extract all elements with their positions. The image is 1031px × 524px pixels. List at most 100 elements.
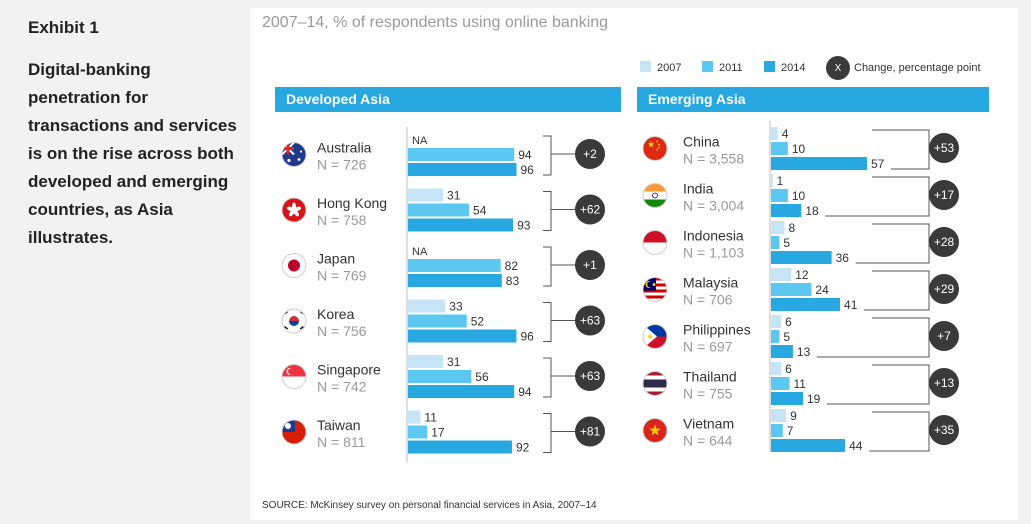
value-label-2014-hong-kong: 93 [517, 219, 531, 233]
india-flag-icon-ring [642, 183, 668, 208]
change-bracket-thailand [827, 364, 930, 405]
na-label-australia: NA [412, 135, 428, 147]
value-label-2007-korea: 33 [449, 300, 463, 314]
bar-2011-australia [408, 148, 515, 161]
bar-2014-thailand [771, 392, 803, 405]
value-label-2011-taiwan: 17 [431, 426, 445, 440]
change-bracket-singapore [543, 357, 552, 398]
source-note: SOURCE: McKinsey survey on personal fina… [262, 500, 597, 511]
value-label-2011-japan: 82 [505, 259, 519, 273]
country-label-japan: Japan [317, 251, 355, 267]
legend-swatch-2011 [702, 61, 713, 72]
value-label-2007-philippines: 6 [785, 315, 792, 329]
value-label-2007-singapore: 31 [447, 355, 461, 369]
sample-size-india: N = 3,004 [683, 198, 744, 214]
thailand-flag-icon [643, 371, 667, 396]
country-label-hong-kong: Hong Kong [317, 195, 387, 211]
value-label-2014-philippines: 13 [797, 345, 811, 359]
sample-size-japan: N = 769 [317, 268, 367, 284]
change-value-philippines: +7 [937, 329, 951, 343]
change-circle-australia [575, 139, 605, 169]
value-label-2011-australia: 94 [518, 148, 532, 162]
bar-2011-taiwan [408, 425, 428, 439]
change-circle-japan [575, 250, 605, 280]
change-bracket-china [872, 129, 930, 170]
bar-2011-japan [408, 259, 501, 272]
hong-kong-flag-icon-ring [281, 197, 307, 223]
legend-label-2014: 2014 [781, 62, 806, 74]
value-label-2011-thailand: 11 [794, 377, 807, 391]
value-label-2014-indonesia: 36 [836, 251, 850, 265]
change-value-indonesia: +28 [934, 235, 955, 249]
change-bracket-taiwan [543, 413, 552, 453]
change-circle-india [929, 180, 959, 210]
value-label-2007-vietnam: 9 [790, 409, 797, 423]
headline: Digital-banking penetration for transact… [28, 60, 237, 247]
change-value-malaysia: +29 [934, 282, 955, 296]
value-label-2014-india: 18 [805, 204, 819, 218]
value-label-2014-china: 57 [871, 157, 885, 171]
sample-size-thailand: N = 755 [683, 386, 733, 402]
change-bracket-australia [543, 135, 552, 176]
bar-2011-korea [408, 314, 467, 328]
australia-flag-icon-ring [281, 142, 307, 167]
change-value-australia: +2 [583, 147, 597, 161]
sample-size-hong-kong: N = 758 [317, 212, 367, 228]
change-bracket-india [825, 176, 930, 217]
change-circle-hong-kong [575, 194, 605, 225]
value-label-2011-vietnam: 7 [787, 424, 794, 438]
legend-label-2011: 2011 [719, 62, 743, 74]
bar-2007-india [771, 174, 773, 187]
bar-2014-japan [408, 274, 502, 287]
value-label-2011-singapore: 56 [475, 370, 489, 384]
change-bracket-malaysia [864, 270, 930, 311]
sample-size-singapore: N = 742 [317, 379, 367, 395]
emerging-asia-header: Emerging Asia [637, 87, 989, 112]
bar-2007-indonesia [771, 221, 785, 234]
china-flag-icon [643, 136, 667, 161]
bar-2007-philippines [771, 315, 782, 328]
change-bracket-vietnam [869, 411, 930, 452]
bar-2014-china [771, 157, 867, 170]
sample-size-china: N = 3,558 [683, 151, 744, 167]
country-label-philippines: Philippines [683, 322, 751, 338]
value-label-2007-hong-kong: 31 [447, 189, 461, 203]
change-bracket-korea [543, 302, 552, 342]
bar-2011-vietnam [771, 424, 783, 437]
country-label-indonesia: Indonesia [683, 228, 744, 244]
sample-size-vietnam: N = 644 [683, 433, 733, 449]
change-circle-taiwan [575, 416, 605, 447]
value-label-2011-hong-kong: 54 [473, 204, 487, 218]
bar-2011-malaysia [771, 283, 812, 296]
change-circle-indonesia [929, 227, 959, 257]
legend-label-2007: 2007 [657, 62, 682, 74]
bar-2014-malaysia [771, 298, 841, 311]
bar-2011-singapore [408, 370, 472, 383]
singapore-flag-icon [282, 364, 306, 389]
taiwan-flag-icon-ring [281, 419, 307, 445]
country-label-india: India [683, 181, 714, 197]
value-label-2011-indonesia: 5 [783, 236, 790, 250]
bar-2007-korea [408, 299, 446, 313]
australia-flag-icon [282, 142, 306, 167]
vietnam-flag-icon-ring [642, 418, 668, 443]
bar-2011-hong-kong [408, 203, 470, 217]
change-circle-malaysia [929, 274, 959, 304]
country-label-taiwan: Taiwan [317, 417, 361, 433]
exhibit-label: Exhibit 1 [28, 18, 99, 37]
change-circle-philippines [929, 321, 959, 351]
value-label-2014-malaysia: 41 [844, 298, 858, 312]
philippines-flag-icon [643, 324, 667, 349]
country-label-korea: Korea [317, 306, 355, 322]
sample-size-philippines: N = 697 [683, 339, 733, 355]
value-label-2011-china: 10 [792, 142, 806, 156]
sample-size-malaysia: N = 706 [683, 292, 733, 308]
change-bracket-indonesia [855, 223, 930, 264]
bar-2014-australia [408, 163, 517, 176]
change-value-vietnam: +35 [934, 423, 955, 437]
bar-2011-china [771, 142, 788, 155]
value-label-2007-taiwan: 11 [424, 411, 437, 425]
indonesia-flag-icon [643, 230, 667, 255]
bar-2014-taiwan [408, 440, 512, 454]
